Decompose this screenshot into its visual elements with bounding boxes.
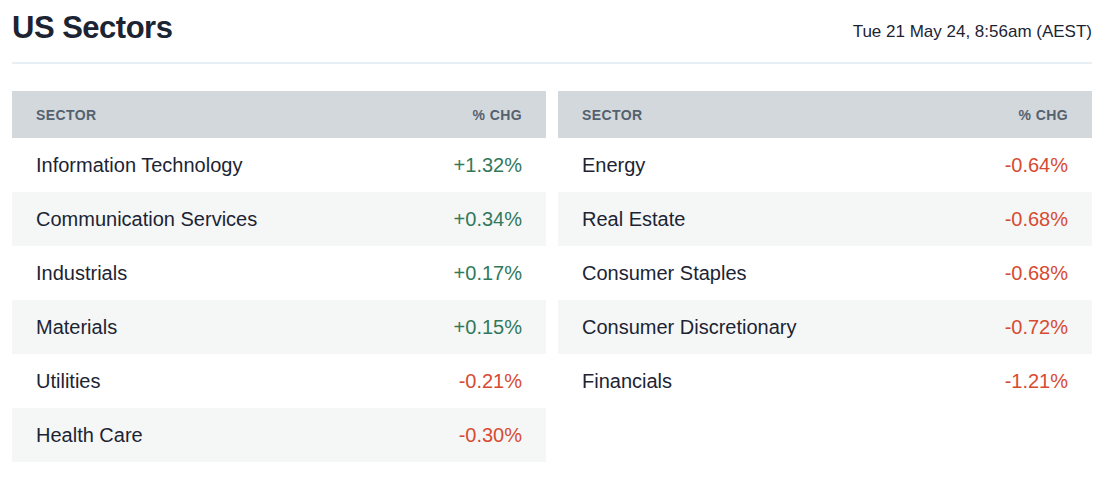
timestamp: Tue 21 May 24, 8:56am (AEST): [853, 22, 1092, 46]
sector-change: -0.30%: [279, 408, 546, 462]
sector-name: Financials: [558, 354, 825, 408]
sector-name: Utilities: [12, 354, 279, 408]
sector-tables: SECTOR % CHG Information Technology +1.3…: [12, 91, 1092, 462]
sector-name: Communication Services: [12, 192, 279, 246]
column-header-sector: SECTOR: [12, 91, 279, 138]
sector-name: Energy: [558, 138, 825, 192]
sector-name: Information Technology: [12, 138, 279, 192]
sector-name: Industrials: [12, 246, 279, 300]
sector-change: -0.68%: [825, 192, 1092, 246]
us-sectors-report: US Sectors Tue 21 May 24, 8:56am (AEST) …: [0, 0, 1102, 462]
sector-change: -0.72%: [825, 300, 1092, 354]
sector-name: Consumer Staples: [558, 246, 825, 300]
table-row: Financials -1.21%: [558, 354, 1092, 408]
sector-change: -0.64%: [825, 138, 1092, 192]
sector-change: +0.17%: [279, 246, 546, 300]
header-row: SECTOR % CHG: [12, 91, 546, 138]
sector-change: -0.68%: [825, 246, 1092, 300]
table-row: Utilities -0.21%: [12, 354, 546, 408]
sectors-table-right: SECTOR % CHG Energy -0.64% Real Estate -…: [558, 91, 1092, 408]
table-header: SECTOR % CHG: [558, 91, 1092, 138]
table-row: Materials +0.15%: [12, 300, 546, 354]
sectors-table-left: SECTOR % CHG Information Technology +1.3…: [12, 91, 546, 462]
table-row: Energy -0.64%: [558, 138, 1092, 192]
sector-name: Materials: [12, 300, 279, 354]
sector-change: +1.32%: [279, 138, 546, 192]
table-row: Real Estate -0.68%: [558, 192, 1092, 246]
header-divider: [12, 62, 1092, 64]
header-row: SECTOR % CHG: [558, 91, 1092, 138]
table-row: Communication Services +0.34%: [12, 192, 546, 246]
sector-change: -0.21%: [279, 354, 546, 408]
column-header-chg: % CHG: [279, 91, 546, 138]
report-header: US Sectors Tue 21 May 24, 8:56am (AEST): [12, 10, 1092, 62]
column-header-sector: SECTOR: [558, 91, 825, 138]
table-row: Consumer Staples -0.68%: [558, 246, 1092, 300]
sector-name: Real Estate: [558, 192, 825, 246]
table-row: Information Technology +1.32%: [12, 138, 546, 192]
page-title: US Sectors: [12, 10, 172, 46]
table-row: Industrials +0.17%: [12, 246, 546, 300]
table-row: Health Care -0.30%: [12, 408, 546, 462]
sector-name: Health Care: [12, 408, 279, 462]
sector-change: -1.21%: [825, 354, 1092, 408]
column-header-chg: % CHG: [825, 91, 1092, 138]
sector-change: +0.34%: [279, 192, 546, 246]
sector-name: Consumer Discretionary: [558, 300, 825, 354]
table-header: SECTOR % CHG: [12, 91, 546, 138]
sector-change: +0.15%: [279, 300, 546, 354]
table-row: Consumer Discretionary -0.72%: [558, 300, 1092, 354]
